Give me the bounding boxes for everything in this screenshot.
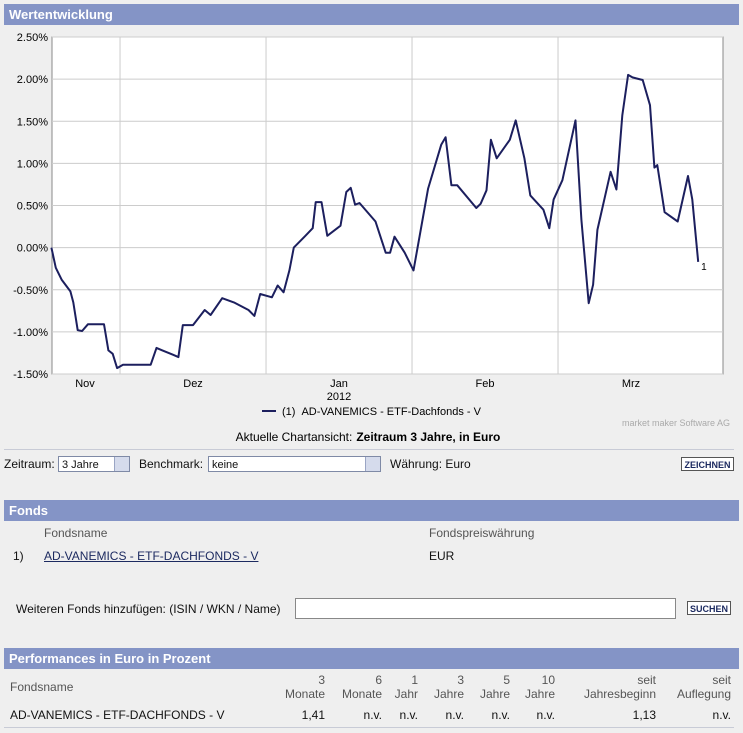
column-header: Jahre	[524, 687, 555, 701]
performance-value: n.v.	[536, 708, 555, 722]
suchen-button[interactable]: SUCHEN	[687, 601, 731, 615]
chart: Wertentwicklung 1 (1) AD-VANEMICS - ETF-D…	[4, 4, 739, 444]
legend-entry: (1) AD-VANEMICS - ETF-Dachfonds - V	[282, 406, 482, 418]
end-label: 1	[701, 262, 707, 273]
column-header: Jahresbeginn	[583, 687, 656, 701]
performance-value: n.v.	[363, 708, 382, 722]
y-tick-label: 1.00%	[17, 158, 48, 170]
benchmark-label: Benchmark:	[139, 457, 204, 471]
column-header: seit	[712, 673, 731, 687]
search-input[interactable]	[295, 598, 676, 619]
column-header: Fondsname	[10, 680, 74, 694]
x-tick-label: Dez	[183, 378, 203, 390]
column-header: Jahr	[394, 687, 418, 701]
performance-value: 1,13	[632, 708, 656, 722]
y-tick-label: 2.50%	[17, 32, 48, 44]
column-header: 6	[375, 673, 382, 687]
x-tick-label: Nov	[75, 378, 95, 390]
column-header: Fondspreiswährung	[429, 526, 535, 540]
y-tick-label: -1.50%	[13, 369, 48, 381]
column-header: Fondsname	[44, 526, 108, 540]
performance-header: Performances in Euro in Prozent	[4, 648, 739, 669]
separator	[4, 449, 734, 450]
row-number: 1)	[13, 549, 24, 563]
column-header: seit	[637, 673, 656, 687]
y-tick-label: 2.00%	[17, 74, 48, 86]
column-header: 3	[457, 673, 464, 687]
column-header: Jahre	[479, 687, 510, 701]
x-tick-label: Jan	[330, 378, 348, 390]
performance-value: 1,41	[301, 708, 325, 722]
dropdown-arrow	[365, 457, 380, 471]
legend-prefix: (1)	[282, 406, 295, 418]
y-tick-label: -0.50%	[13, 285, 48, 297]
credit: market maker Software AG	[622, 418, 730, 428]
performance-value: n.v.	[399, 708, 418, 722]
column-header: Monate	[341, 687, 382, 701]
zeichnen-button[interactable]: ZEICHNEN	[681, 457, 734, 471]
y-tick-label: 1.50%	[17, 116, 48, 128]
caption: Aktuelle Chartansicht: Zeitraum 3 Jahre, …	[236, 430, 501, 444]
column-header: 5	[503, 673, 510, 687]
performance-value: n.v.	[491, 708, 510, 722]
column-header: 3	[318, 673, 325, 687]
column-header: 10	[541, 673, 555, 687]
x-tick-label: Mrz	[622, 378, 640, 390]
column-header: 1	[411, 673, 418, 687]
zeitraum-select[interactable]: 3 Jahre	[58, 456, 130, 472]
header-bar	[4, 4, 739, 25]
waehrung: Währung: Euro	[390, 457, 471, 471]
benchmark-value: keine	[212, 459, 239, 471]
zeitraum-label: Zeitraum:	[4, 457, 55, 471]
separator	[4, 727, 734, 728]
column-header: Jahre	[433, 687, 464, 701]
add-label: Weiteren Fonds hinzufügen: (ISIN / WKN /…	[16, 602, 281, 616]
fonds-header: Fonds	[4, 500, 739, 521]
caption-main: Zeitraum 3 Jahre, in Euro	[356, 430, 500, 444]
performance-value: n.v.	[712, 708, 731, 722]
caption-prefix: Aktuelle Chartansicht:	[236, 430, 353, 444]
benchmark-select[interactable]: keine	[208, 456, 381, 472]
fund-link[interactable]: AD-VANEMICS - ETF-DACHFONDS - V	[44, 549, 259, 563]
column-header: Monate	[284, 687, 325, 701]
performance-value: n.v.	[445, 708, 464, 722]
dropdown-arrow	[114, 457, 129, 471]
y-tick-label: 0.00%	[17, 243, 48, 255]
fund-name: AD-VANEMICS - ETF-DACHFONDS - V	[10, 708, 225, 722]
line	[50, 73, 700, 370]
currency: EUR	[429, 549, 455, 563]
zeitraum-value: 3 Jahre	[62, 459, 99, 471]
x-tick-sublabel: 2012	[327, 391, 351, 403]
x-tick-label: Feb	[476, 378, 495, 390]
y-tick-label: -1.00%	[13, 327, 48, 339]
y-tick-label: 0.50%	[17, 201, 48, 213]
legend-name: AD-VANEMICS - ETF-Dachfonds - V	[301, 406, 481, 418]
chart-title: Wertentwicklung	[9, 7, 113, 22]
column-header: Auflegung	[676, 687, 731, 701]
